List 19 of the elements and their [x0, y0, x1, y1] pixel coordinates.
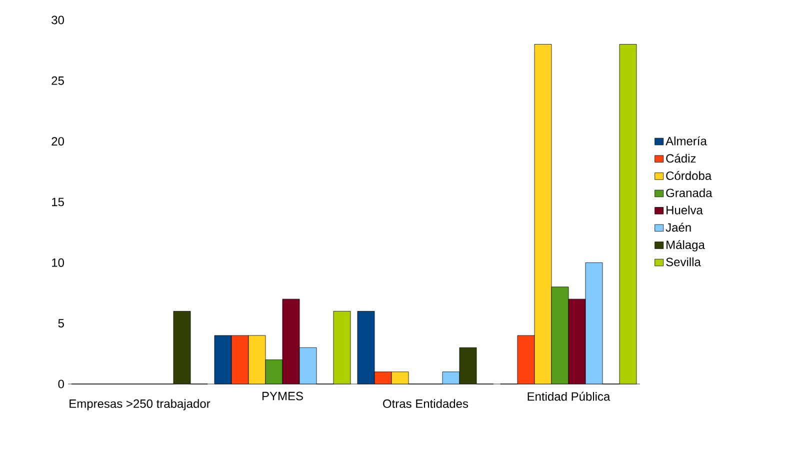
legend-label: Sevilla [666, 257, 701, 266]
legend-label: Almería [666, 136, 707, 146]
y-tick-label: 30 [52, 16, 64, 24]
x-tick-label: Entidad Pública [528, 392, 610, 401]
legend-label: Málaga [666, 240, 705, 252]
legend-label: Cádiz [666, 154, 696, 163]
y-tick-label: 5 [58, 319, 64, 328]
y-tick-label: 20 [52, 137, 64, 146]
legend-label: Jaén [666, 222, 691, 232]
legend-label: Huelva [666, 206, 703, 214]
y-tick-label: 15 [52, 198, 64, 206]
legend-label: Granada [666, 188, 712, 198]
x-tick-label: Otras Entidades [383, 399, 468, 408]
x-tick-label: Empresas >250 trabajador [70, 399, 210, 410]
y-tick-label: 10 [52, 258, 64, 267]
y-tick-label: 0 [58, 380, 64, 388]
legend-label: Córdoba [666, 171, 712, 180]
y-tick-label: 25 [52, 76, 64, 85]
x-tick-label: PYMES [262, 392, 303, 400]
